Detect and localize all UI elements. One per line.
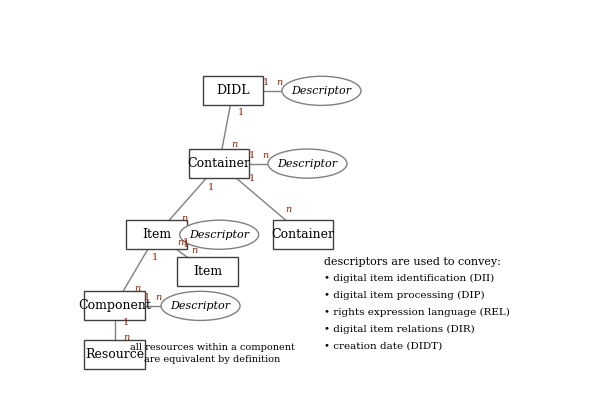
FancyBboxPatch shape [84,291,145,320]
Text: all resources within a component
are equivalent by definition: all resources within a component are equ… [130,343,295,364]
Text: • creation date (DIDT): • creation date (DIDT) [324,341,442,350]
Text: Resource: Resource [85,348,144,361]
Text: n: n [191,246,197,255]
Ellipse shape [268,149,347,178]
Text: descriptors are used to convey:: descriptors are used to convey: [324,257,500,268]
Text: Container: Container [271,228,334,241]
Text: 1: 1 [238,108,244,117]
Text: • digital item processing (DIP): • digital item processing (DIP) [324,291,484,300]
Text: • digital item identification (DII): • digital item identification (DII) [324,274,494,284]
Ellipse shape [179,220,259,249]
Text: 1: 1 [183,240,190,249]
Text: n: n [123,333,129,342]
Text: 1: 1 [208,184,215,192]
Text: 1: 1 [182,238,189,247]
Text: Item: Item [142,228,171,241]
FancyBboxPatch shape [272,220,333,249]
Text: 1: 1 [248,151,255,160]
FancyBboxPatch shape [178,257,238,286]
Text: Descriptor: Descriptor [189,230,249,240]
Text: 1: 1 [152,253,158,262]
Text: Descriptor: Descriptor [170,301,230,311]
Text: Descriptor: Descriptor [292,86,352,96]
FancyBboxPatch shape [203,76,263,105]
FancyBboxPatch shape [126,220,187,249]
FancyBboxPatch shape [189,149,250,178]
Text: n: n [277,78,283,87]
Ellipse shape [282,76,361,105]
Text: n: n [181,215,187,223]
Text: n: n [232,140,238,149]
Text: • digital item relations (DIR): • digital item relations (DIR) [324,325,475,334]
Text: Descriptor: Descriptor [277,159,338,168]
Text: Component: Component [78,299,151,312]
Text: n: n [156,293,162,302]
Text: 1: 1 [123,318,129,328]
Text: 1: 1 [248,174,255,183]
Text: n: n [178,238,184,247]
Ellipse shape [161,291,240,320]
Text: n: n [134,284,140,294]
Text: n: n [262,151,269,160]
Text: Container: Container [188,157,251,170]
Text: DIDL: DIDL [217,84,250,97]
Text: Item: Item [193,265,222,278]
Text: • rights expression language (REL): • rights expression language (REL) [324,308,509,317]
FancyBboxPatch shape [84,340,145,369]
Text: 1: 1 [263,78,269,87]
Text: n: n [285,205,292,214]
Text: 1: 1 [144,293,150,302]
